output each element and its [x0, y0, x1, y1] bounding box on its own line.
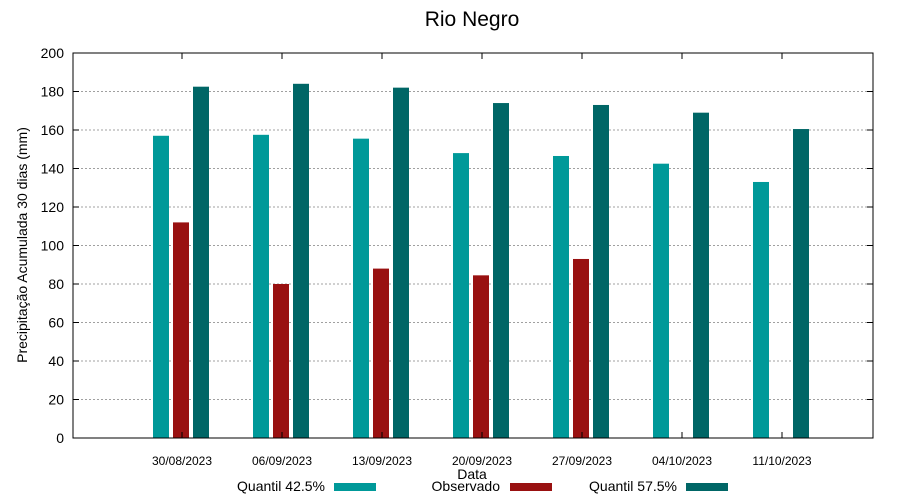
- bar-quantil-57-5-30-08-2023: [193, 86, 209, 438]
- ticks-layer: 0 20 40 60 80 100 120 140 160 180 200 30/08/2023 06/…: [41, 45, 873, 468]
- bar-observado-30-08-2023: [173, 222, 189, 438]
- bar-quantil-42-5-30-08-2023: [153, 135, 169, 438]
- x-tick-label: 04/10/2023: [652, 454, 712, 468]
- bar-quantil-57-5-06-09-2023: [293, 83, 309, 439]
- bar-quantil-42-5-06-09-2023: [253, 134, 269, 438]
- y-tick-label: 100: [41, 238, 65, 254]
- legend-swatch: [510, 483, 552, 491]
- x-tick-label: 20/09/2023: [452, 454, 512, 468]
- bar-quantil-57-5-20-09-2023: [493, 103, 509, 439]
- x-tick-label: 11/10/2023: [752, 454, 811, 468]
- legend-label: Quantil 57.5%: [589, 478, 677, 494]
- x-tick-label: 27/09/2023: [552, 454, 612, 468]
- y-tick-label: 60: [48, 315, 64, 331]
- bar-quantil-42-5-13-09-2023: [353, 138, 369, 438]
- y-tick-label: 80: [48, 276, 64, 292]
- bar-observado-27-09-2023: [573, 258, 589, 438]
- bar-observado-06-09-2023: [273, 284, 289, 438]
- bar-quantil-57-5-04-10-2023: [693, 112, 709, 439]
- bar-quantil-42-5-27-09-2023: [553, 155, 569, 439]
- bar-quantil-57-5-27-09-2023: [593, 104, 609, 438]
- x-tick-label: 13/09/2023: [352, 454, 412, 468]
- legend-label: Observado: [432, 478, 501, 494]
- x-axis-label: Data: [457, 466, 487, 482]
- chart-title: Rio Negro: [425, 8, 520, 31]
- x-tick-label: 06/09/2023: [252, 454, 312, 468]
- bar-quantil-57-5-13-09-2023: [393, 87, 409, 439]
- y-tick-label: 200: [41, 45, 65, 61]
- bar-quantil-42-5-04-10-2023: [653, 163, 669, 438]
- y-tick-label: 120: [41, 199, 65, 215]
- y-tick-label: 20: [48, 392, 64, 408]
- legend-swatch: [686, 483, 728, 491]
- legend-swatch: [334, 483, 376, 491]
- bar-quantil-57-5-11-10-2023: [793, 129, 809, 438]
- y-tick-label: 40: [48, 353, 64, 369]
- bar-observado-20-09-2023: [473, 275, 489, 438]
- legend-label: Quantil 42.5%: [237, 478, 325, 494]
- bar-quantil-42-5-20-09-2023: [453, 153, 469, 438]
- bar-observado-13-09-2023: [373, 268, 389, 438]
- y-tick-label: 160: [41, 122, 65, 138]
- y-tick-label: 140: [41, 161, 65, 177]
- y-tick-label: 0: [56, 430, 64, 446]
- y-axis-label: Precipitação Acumulada 30 dias (mm): [14, 127, 30, 363]
- bar-quantil-42-5-11-10-2023: [753, 181, 769, 438]
- legend: Quantil 42.5% Observado Quantil 57.5%: [237, 478, 728, 494]
- bars-layer: [153, 83, 809, 439]
- x-tick-label: 30/08/2023: [152, 454, 212, 468]
- y-tick-label: 180: [41, 84, 65, 100]
